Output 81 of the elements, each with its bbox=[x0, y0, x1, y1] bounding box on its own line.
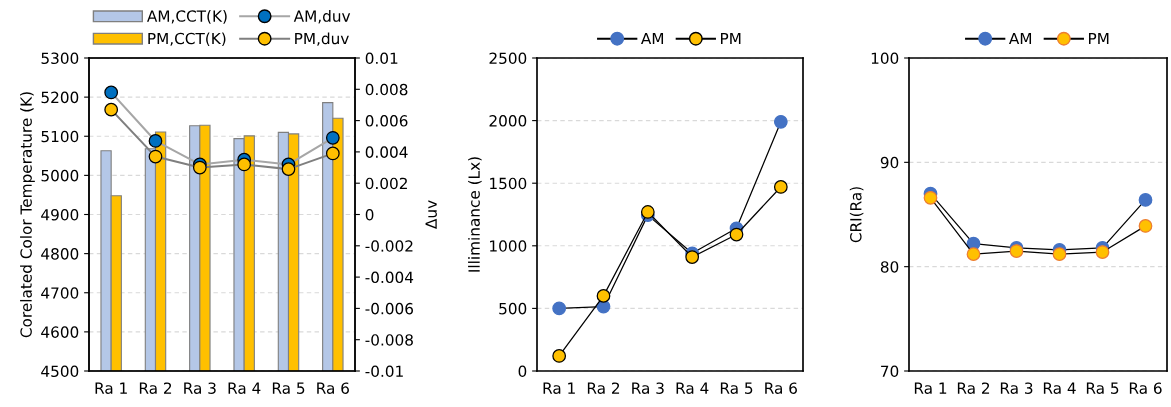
point bbox=[237, 157, 252, 172]
y2-tick-label: 0.01 bbox=[365, 52, 398, 65]
x-tick-label: Ra 6 bbox=[1129, 382, 1162, 394]
y2-tick-label: -0.006 bbox=[365, 302, 414, 315]
x-tick-label: Ra 6 bbox=[317, 382, 349, 394]
x-tick-label: Ra 1 bbox=[914, 382, 947, 394]
y2-tick-label: -0.01 bbox=[365, 365, 403, 378]
point bbox=[1138, 193, 1153, 207]
y-tick-label: 0 bbox=[518, 365, 527, 378]
x-tick-label: Ra 5 bbox=[720, 382, 753, 394]
point bbox=[104, 102, 119, 117]
y-tick-label: 1000 bbox=[490, 240, 527, 252]
y2-tick-label: -0.002 bbox=[365, 240, 413, 252]
x-tick-label: Ra 1 bbox=[95, 382, 127, 394]
x-tick-label: Ra 6 bbox=[765, 382, 797, 394]
point bbox=[552, 349, 567, 363]
y-tick-label: 4800 bbox=[41, 248, 79, 260]
legend-label: AM,duv bbox=[293, 10, 351, 24]
legend-label: PM bbox=[1089, 32, 1109, 45]
point bbox=[281, 162, 296, 176]
point bbox=[148, 134, 163, 148]
y2-tick-label: 0.002 bbox=[365, 177, 407, 190]
legend-label: PM,duv bbox=[295, 32, 349, 46]
legend-label: AM bbox=[1008, 32, 1032, 45]
x-tick-label: Ra 3 bbox=[184, 382, 216, 394]
point bbox=[552, 301, 567, 316]
y2-tick-label: 0 bbox=[365, 208, 374, 221]
point bbox=[1052, 247, 1067, 262]
point bbox=[104, 85, 119, 100]
x-tick-label: Ra 4 bbox=[228, 382, 261, 394]
point bbox=[596, 289, 611, 303]
y-tick-label: 2500 bbox=[489, 52, 527, 65]
legend-label: AM,CCT(K) bbox=[147, 10, 227, 24]
point bbox=[729, 227, 744, 242]
x-tick-label: Ra 4 bbox=[1043, 382, 1076, 394]
point bbox=[773, 180, 788, 194]
x-tick-label: Ra 1 bbox=[543, 382, 575, 394]
x-tick-label: Ra 2 bbox=[587, 382, 620, 394]
y-tick-label: 5200 bbox=[41, 91, 79, 104]
y2-tick-label: -0.008 bbox=[365, 334, 413, 346]
x-tick-label: Ra 5 bbox=[272, 382, 305, 394]
legend-label: PM,CCT(K) bbox=[148, 32, 226, 47]
y2-tick-label: 0.006 bbox=[365, 115, 408, 127]
y-tick-label: 500 bbox=[499, 302, 527, 315]
x-tick-label: Ra 3 bbox=[1000, 382, 1033, 394]
x-tick-label: Ra 3 bbox=[632, 382, 664, 394]
y2-tick-label: 0.008 bbox=[365, 83, 408, 96]
y-tick-label: 5100 bbox=[41, 130, 79, 143]
y-tick-label: 100 bbox=[871, 52, 899, 65]
y2-tick-label: 0.004 bbox=[365, 146, 408, 158]
y-tick-label: 90 bbox=[880, 156, 899, 169]
y-tick-label: 5300 bbox=[41, 52, 79, 65]
y-tick-label: 4700 bbox=[41, 287, 79, 299]
legend-label: AM bbox=[640, 32, 664, 45]
point bbox=[1095, 245, 1110, 259]
y-tick-label: 4900 bbox=[41, 208, 79, 221]
y-axis-title: CRI(Ra) bbox=[849, 187, 864, 243]
x-tick-label: Ra 4 bbox=[676, 382, 709, 394]
point bbox=[148, 149, 163, 164]
y-axis-title: Illiminance (Lx) bbox=[468, 157, 482, 272]
y2-axis-title: Δuv bbox=[425, 200, 437, 229]
legend-label: PM bbox=[721, 32, 741, 45]
x-tick-label: Ra 2 bbox=[139, 382, 172, 394]
x-tick-label: Ra 2 bbox=[957, 382, 990, 394]
point bbox=[325, 146, 340, 161]
y-tick-label: 5000 bbox=[41, 169, 79, 182]
point bbox=[325, 130, 340, 145]
y2-tick-label: -0.004 bbox=[365, 271, 414, 284]
y-tick-label: 1500 bbox=[490, 177, 527, 190]
y-tick-label: 70 bbox=[881, 365, 899, 378]
y-tick-label: 4600 bbox=[41, 326, 79, 338]
point bbox=[923, 190, 938, 205]
point bbox=[966, 247, 981, 262]
point bbox=[773, 114, 788, 129]
x-tick-label: Ra 5 bbox=[1086, 382, 1119, 394]
point bbox=[685, 250, 700, 264]
y-tick-label: 2000 bbox=[489, 115, 527, 127]
y-tick-label: 80 bbox=[880, 261, 899, 273]
point bbox=[1138, 219, 1153, 233]
y-axis-title: Corelated Color Temperature (K) bbox=[20, 92, 35, 338]
y-tick-label: 4500 bbox=[41, 365, 79, 378]
